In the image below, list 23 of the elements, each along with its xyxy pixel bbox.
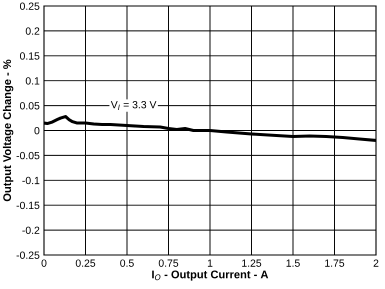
x-tick-label: 1.25	[242, 259, 262, 267]
annotation: V$_{I}$ = 3.3 V	[110, 101, 156, 110]
y-tick-label: 0.1	[26, 77, 40, 85]
y-tick-label: -0.15	[16, 202, 40, 210]
x-tick-label: 0.5	[120, 259, 134, 267]
y-tick-label: 0	[34, 127, 40, 134]
y-axis-title: Output Voltage Change - %	[2, 60, 14, 202]
y-tick-label: -0.2	[22, 226, 40, 234]
y-tick-label: -0.05	[16, 152, 40, 160]
x-tick-label: 1	[208, 260, 212, 267]
x-tick-label: 0.25	[76, 259, 96, 267]
y-tick-label: 0.2	[26, 27, 40, 35]
x-tick-label: 2	[374, 259, 378, 267]
x-tick-label: 0.75	[158, 259, 178, 267]
y-tick-label: 0.25	[20, 2, 40, 10]
x-axis-title: I$_{O}$ - Output Current - A	[152, 270, 268, 281]
x-tick-label: 1.75	[325, 260, 344, 267]
x-tick-label: 0	[42, 259, 46, 267]
y-tick-label: -0.25	[16, 252, 40, 259]
x-tick-label: 1.5	[286, 260, 300, 267]
y-tick-label: 0.05	[20, 102, 40, 110]
y-tick-label: -0.1	[22, 176, 40, 184]
y-tick-label: 0.15	[20, 52, 40, 60]
